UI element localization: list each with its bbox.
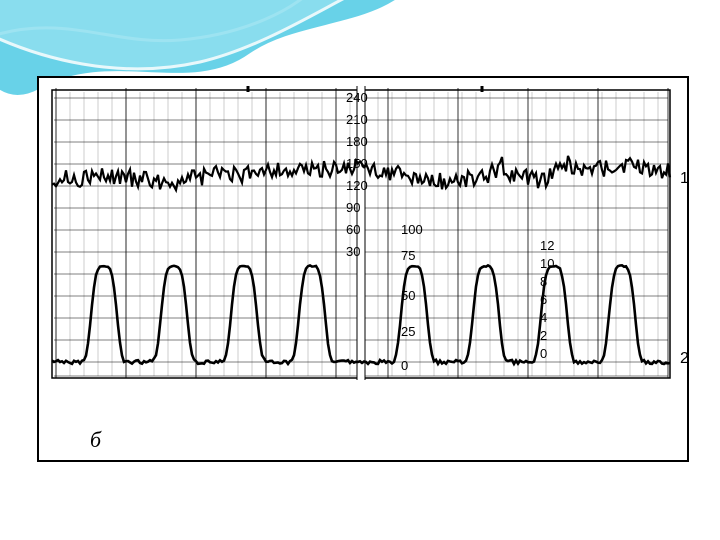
panel-label: б — [90, 427, 101, 453]
axis-tick-label: 0 — [401, 358, 408, 373]
trace-label-1: 1 — [680, 170, 689, 188]
slide-root: 2402101801501209060301007550250121086420… — [0, 0, 720, 540]
axis-tick-label: 75 — [401, 248, 415, 263]
axis-tick-label: 30 — [346, 244, 360, 259]
axis-tick-label: 180 — [346, 134, 368, 149]
axis-tick-label: 60 — [346, 222, 360, 237]
axis-tick-label: 0 — [540, 346, 547, 361]
axis-tick-label: 2 — [540, 328, 547, 343]
ctg-chart: 2402101801501209060301007550250121086420 — [46, 86, 676, 418]
axis-tick-label: 12 — [540, 238, 554, 253]
wave-shape-3 — [0, 0, 360, 69]
axis-tick-label: 120 — [346, 178, 368, 193]
axis-tick-label: 90 — [346, 200, 360, 215]
trace-label-2: 2 — [680, 350, 689, 368]
axis-tick-label: 210 — [346, 112, 368, 127]
wave-shape-2 — [0, 0, 320, 41]
axis-tick-label: 240 — [346, 90, 368, 105]
axis-tick-label: 25 — [401, 324, 415, 339]
chart-svg: 2402101801501209060301007550250121086420 — [46, 86, 676, 418]
axis-tick-label: 100 — [401, 222, 423, 237]
